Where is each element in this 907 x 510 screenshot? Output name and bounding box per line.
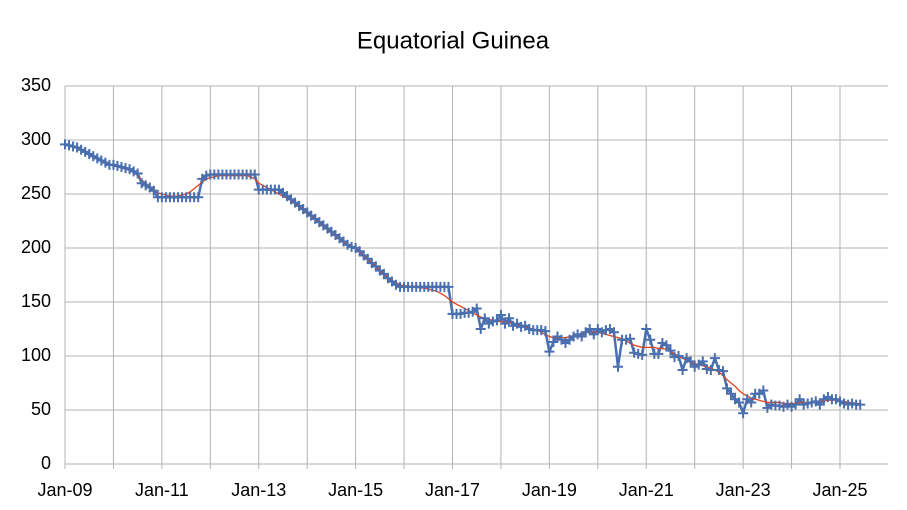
- point-marker: [673, 351, 684, 361]
- point-marker: [475, 324, 486, 334]
- point-marker: [491, 315, 502, 326]
- x-tick-label: Jan-13: [231, 480, 286, 500]
- point-marker: [645, 334, 656, 345]
- point-marker: [738, 408, 749, 419]
- point-marker: [148, 185, 159, 196]
- y-tick-label: 50: [31, 399, 51, 419]
- point-marker: [588, 329, 599, 340]
- point-marker: [443, 281, 454, 292]
- point-marker: [132, 168, 143, 179]
- x-tick-label: Jan-09: [37, 480, 92, 500]
- point-marker: [661, 340, 672, 351]
- point-marker: [548, 336, 559, 347]
- series-line: [64, 143, 861, 415]
- point-marker: [504, 313, 515, 324]
- point-marker: [608, 327, 619, 338]
- point-marker: [794, 394, 805, 405]
- x-tick-label: Jan-17: [425, 480, 480, 500]
- point-marker: [471, 303, 482, 314]
- point-marker: [665, 345, 676, 356]
- point-marker: [697, 356, 708, 367]
- x-tick-label: Jan-11: [135, 480, 189, 500]
- point-marker: [758, 385, 769, 396]
- point-marker: [717, 366, 728, 377]
- chart-title: Equatorial Guinea: [357, 27, 550, 54]
- point-marker: [499, 318, 510, 329]
- x-tick-label: Jan-15: [328, 480, 383, 500]
- x-tick-label: Jan-23: [716, 480, 771, 500]
- series-line: [64, 143, 861, 405]
- y-tick-label: 300: [21, 129, 51, 149]
- point-marker: [726, 388, 737, 399]
- point-marker: [746, 397, 757, 408]
- y-tick-label: 100: [21, 345, 51, 365]
- point-marker: [612, 361, 623, 372]
- point-marker: [677, 365, 688, 376]
- point-marker: [495, 309, 506, 320]
- y-tick-label: 0: [41, 453, 51, 473]
- point-marker: [637, 349, 648, 360]
- point-marker: [540, 326, 551, 337]
- x-tick-label: Jan-25: [812, 480, 867, 500]
- point-marker: [855, 399, 866, 410]
- point-marker: [479, 313, 490, 324]
- point-marker: [734, 397, 745, 408]
- point-marker: [814, 399, 825, 410]
- point-marker: [544, 346, 555, 357]
- x-tick-label: Jan-21: [619, 480, 674, 500]
- point-marker: [193, 192, 204, 203]
- point-marker: [625, 333, 636, 344]
- y-tick-label: 200: [21, 237, 51, 257]
- y-tick-label: 250: [21, 183, 51, 203]
- y-tick-label: 150: [21, 291, 51, 311]
- point-marker: [249, 169, 260, 180]
- point-marker: [709, 353, 720, 364]
- y-tick-label: 350: [21, 75, 51, 95]
- x-tick-label: Jan-19: [522, 480, 577, 500]
- point-marker: [641, 324, 652, 334]
- point-marker: [685, 356, 696, 367]
- point-marker: [653, 348, 664, 359]
- point-marker: [721, 383, 732, 394]
